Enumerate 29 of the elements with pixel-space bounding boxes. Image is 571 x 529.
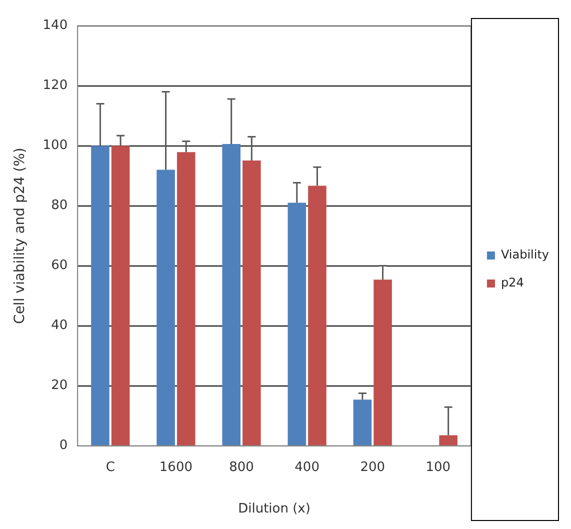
bar: [111, 146, 130, 446]
bar: [353, 400, 372, 446]
bar: [156, 170, 175, 446]
bar: [91, 146, 110, 446]
x-tick-label: 200: [360, 460, 386, 475]
y-tick-label: 0: [59, 438, 68, 454]
y-axis-title: Cell viability and p24 (%): [12, 148, 28, 324]
bar: [374, 280, 392, 446]
legend-label: Viability: [500, 248, 550, 262]
y-tick-label: 60: [51, 258, 68, 274]
x-tick-label: C: [106, 460, 115, 475]
x-tick-label: 800: [229, 460, 254, 475]
bar: [308, 186, 326, 446]
bar: [288, 202, 306, 446]
y-tick-label: 20: [51, 378, 68, 394]
bar: [439, 435, 458, 446]
y-tick-label: 140: [42, 18, 68, 34]
bar: [242, 160, 261, 446]
x-tick-label: 400: [294, 460, 320, 475]
y-tick-label: 100: [42, 138, 68, 154]
x-axis-title: Dilution (x): [238, 502, 310, 517]
bar: [176, 152, 196, 446]
y-tick-label: 80: [51, 198, 68, 214]
x-tick-label: 1600: [159, 460, 192, 475]
bar: [222, 144, 240, 446]
y-tick-label: 120: [42, 78, 68, 94]
legend-label: p24: [500, 276, 524, 290]
y-tick-label: 40: [51, 318, 68, 334]
x-tick-label: 100: [426, 460, 451, 475]
